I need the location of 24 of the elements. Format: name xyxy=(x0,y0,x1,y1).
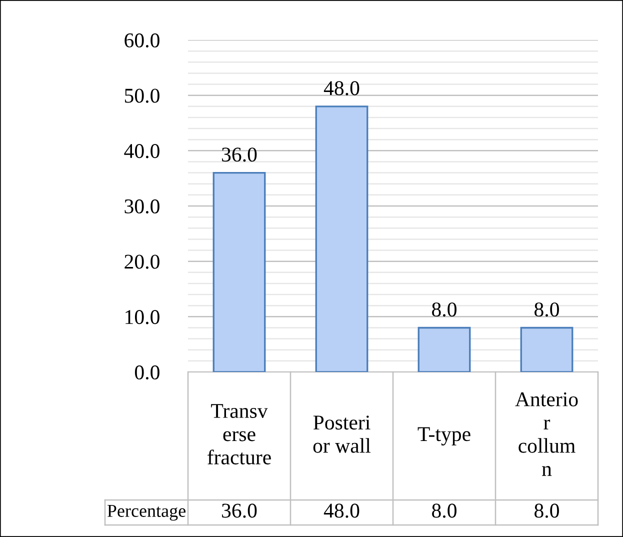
data-label: 36.0 xyxy=(222,504,257,518)
data-label: 8.0 xyxy=(432,504,456,518)
y-tick-label: 60.0 xyxy=(124,33,160,48)
x-tick-label: T-type xyxy=(418,427,470,446)
y-tick-label: 40.0 xyxy=(124,144,160,158)
bar xyxy=(212,172,266,372)
y-tick-label: 10.0 xyxy=(126,310,160,324)
bar xyxy=(418,326,471,372)
text: 8.0 xyxy=(432,302,456,317)
bar xyxy=(520,326,574,372)
text: 36.0 xyxy=(222,148,257,162)
y-tick-label: 50.0 xyxy=(124,88,160,103)
bar xyxy=(315,106,368,372)
y-tick-label: 20.0 xyxy=(124,254,160,269)
text: 8.0 xyxy=(534,302,559,317)
y-tick-label: 0.0 xyxy=(134,365,160,380)
x-tick-label: Posteri or wall xyxy=(313,416,371,453)
x-tick-label: Transv erse fracture xyxy=(208,404,271,464)
text: Percentage xyxy=(107,504,186,521)
text: 48.0 xyxy=(324,81,360,96)
x-tick-label: Anterio r collum n xyxy=(515,392,578,476)
data-label: 8.0 xyxy=(534,504,559,518)
data-label: 48.0 xyxy=(324,504,360,518)
y-tick-label: 30.0 xyxy=(124,199,160,214)
